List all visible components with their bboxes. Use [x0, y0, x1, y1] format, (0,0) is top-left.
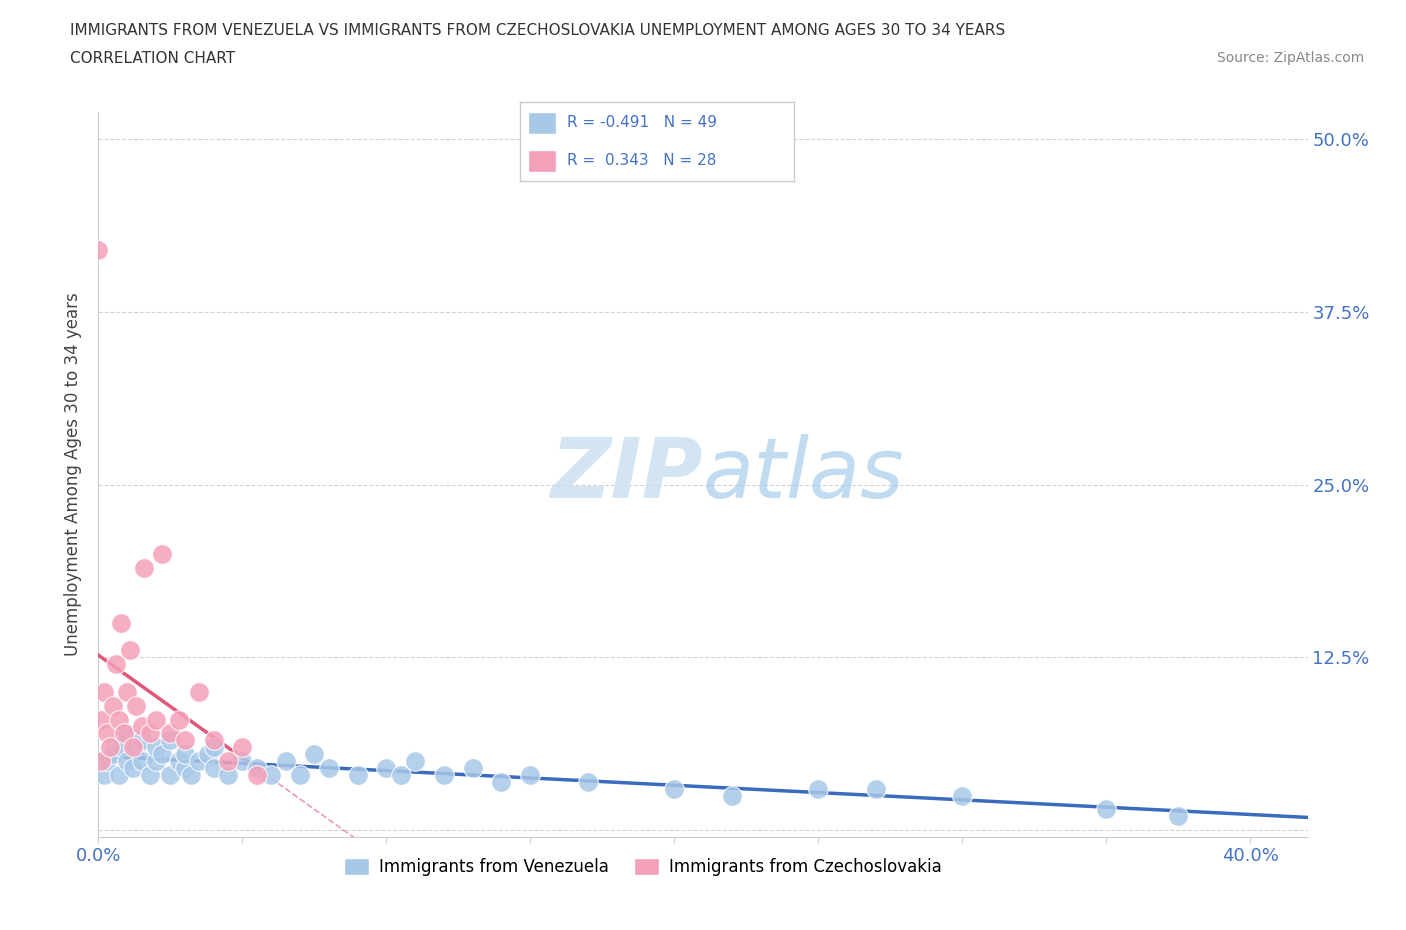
- Legend: Immigrants from Venezuela, Immigrants from Czechoslovakia: Immigrants from Venezuela, Immigrants fr…: [337, 852, 948, 883]
- Point: [950, 788, 973, 803]
- Point: [87, 243, 110, 258]
- Text: R =  0.343   N = 28: R = 0.343 N = 28: [567, 153, 716, 168]
- Point: [98, 739, 121, 754]
- Bar: [529, 150, 555, 172]
- Point: [96, 753, 118, 768]
- Point: [304, 747, 326, 762]
- Point: [318, 761, 340, 776]
- Point: [145, 753, 167, 768]
- Text: R = -0.491   N = 49: R = -0.491 N = 49: [567, 115, 717, 130]
- Point: [519, 767, 541, 782]
- Point: [664, 781, 686, 796]
- Point: [125, 698, 148, 713]
- Point: [576, 775, 599, 790]
- Point: [104, 657, 127, 671]
- Point: [96, 726, 118, 741]
- Point: [150, 747, 173, 762]
- Point: [115, 753, 138, 768]
- Point: [93, 684, 115, 699]
- Point: [202, 739, 225, 754]
- Point: [90, 712, 112, 727]
- Point: [159, 733, 181, 748]
- Point: [231, 753, 253, 768]
- Point: [491, 775, 513, 790]
- Point: [131, 733, 153, 748]
- Point: [122, 761, 145, 776]
- Point: [433, 767, 456, 782]
- Text: ZIP: ZIP: [550, 433, 703, 515]
- Point: [188, 684, 211, 699]
- Text: CORRELATION CHART: CORRELATION CHART: [70, 51, 235, 66]
- Point: [120, 643, 142, 658]
- Point: [1095, 802, 1118, 817]
- Point: [125, 739, 148, 754]
- Text: atlas: atlas: [703, 433, 904, 515]
- Point: [274, 753, 297, 768]
- Point: [115, 684, 138, 699]
- Point: [101, 747, 124, 762]
- Point: [188, 753, 211, 768]
- Point: [167, 753, 190, 768]
- Text: Source: ZipAtlas.com: Source: ZipAtlas.com: [1216, 51, 1364, 65]
- Point: [217, 753, 239, 768]
- Bar: [529, 112, 555, 134]
- Point: [231, 739, 253, 754]
- Point: [122, 739, 145, 754]
- Point: [110, 739, 132, 754]
- Point: [180, 767, 202, 782]
- Point: [112, 726, 135, 741]
- Point: [375, 761, 398, 776]
- Point: [131, 753, 153, 768]
- Point: [139, 726, 162, 741]
- Point: [139, 767, 162, 782]
- Point: [246, 767, 269, 782]
- Point: [720, 788, 742, 803]
- Point: [217, 767, 239, 782]
- Point: [1167, 809, 1189, 824]
- Point: [288, 767, 311, 782]
- Point: [389, 767, 412, 782]
- Point: [865, 781, 887, 796]
- Point: [134, 560, 156, 575]
- Point: [173, 747, 195, 762]
- Point: [131, 719, 153, 734]
- Point: [150, 546, 173, 561]
- Point: [202, 761, 225, 776]
- Point: [107, 712, 129, 727]
- Point: [404, 753, 426, 768]
- Y-axis label: Unemployment Among Ages 30 to 34 years: Unemployment Among Ages 30 to 34 years: [65, 292, 83, 657]
- Point: [145, 712, 167, 727]
- Point: [93, 767, 115, 782]
- Point: [167, 712, 190, 727]
- Point: [807, 781, 830, 796]
- Point: [173, 733, 195, 748]
- Point: [202, 733, 225, 748]
- Point: [90, 753, 112, 768]
- Point: [159, 767, 181, 782]
- Point: [110, 616, 132, 631]
- Point: [246, 761, 269, 776]
- Point: [145, 739, 167, 754]
- Point: [260, 767, 283, 782]
- Point: [173, 761, 195, 776]
- Point: [461, 761, 484, 776]
- Point: [197, 747, 219, 762]
- Point: [346, 767, 368, 782]
- Point: [159, 726, 181, 741]
- Point: [101, 698, 124, 713]
- Point: [107, 767, 129, 782]
- Point: [115, 726, 138, 741]
- Text: IMMIGRANTS FROM VENEZUELA VS IMMIGRANTS FROM CZECHOSLOVAKIA UNEMPLOYMENT AMONG A: IMMIGRANTS FROM VENEZUELA VS IMMIGRANTS …: [70, 23, 1005, 38]
